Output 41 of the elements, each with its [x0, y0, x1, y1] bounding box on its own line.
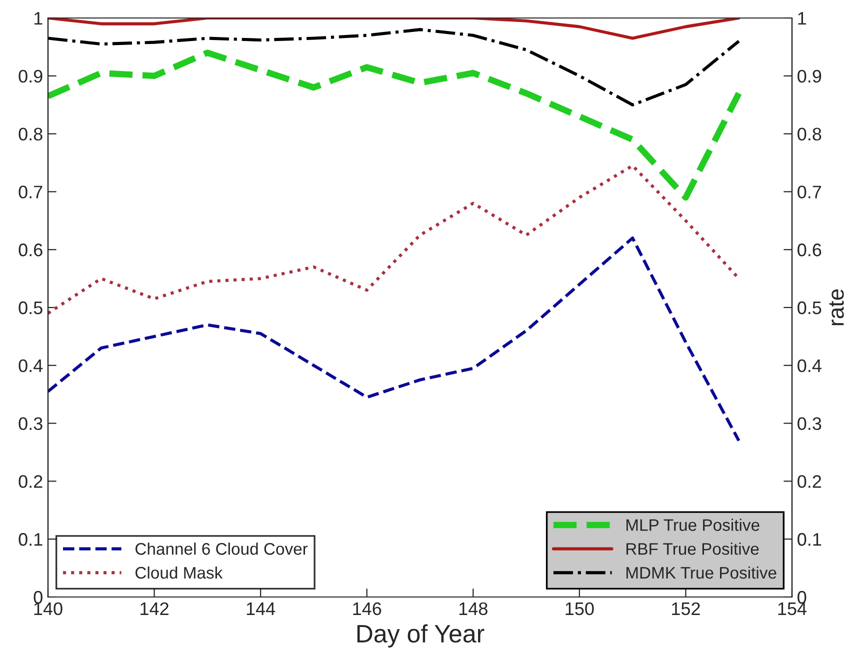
legend-label: MDMK True Positive — [626, 566, 776, 579]
y2-tick-label: 0.2 — [798, 475, 822, 488]
line-series — [48, 28, 740, 106]
y-tick-label: 0.4 — [18, 359, 43, 372]
y2-tick-label: 0 — [798, 590, 806, 604]
y2-tick-label: 0.5 — [798, 301, 822, 314]
x-tick-label: 154 — [778, 602, 807, 616]
y2-tick-label: 0.3 — [798, 417, 822, 430]
y-tick-label: 0.8 — [18, 128, 42, 141]
x-tick-label: 140 — [34, 602, 62, 616]
x-axis-title: Day of Year — [357, 624, 484, 648]
x-tick-label: 144 — [246, 602, 276, 615]
y2-tick-label: 1 — [798, 12, 806, 25]
y-tick-label: 0.3 — [18, 417, 42, 430]
y-tick-label: 0.5 — [18, 301, 42, 314]
y-tick-label: 0.9 — [18, 70, 42, 83]
legend-label: Channel 6 Cloud Cover — [136, 542, 308, 555]
y-tick-label: 1 — [34, 12, 42, 25]
line-series — [48, 236, 740, 442]
y2-tick-label: 0.8 — [798, 128, 822, 141]
x-tick-label: 152 — [672, 602, 700, 616]
y-tick-label: 0.6 — [18, 244, 42, 256]
y2-tick-label: 0.9 — [798, 70, 822, 83]
y-tick-label: 0 — [34, 590, 42, 604]
x-tick-label: 146 — [353, 602, 382, 616]
y2-axis-title: rate — [829, 289, 844, 326]
legend-label: MLP True Positive — [626, 518, 760, 531]
y-tick-label: 0.7 — [18, 186, 42, 198]
y-tick-label: 0.2 — [18, 475, 42, 488]
y2-tick-label: 0.7 — [798, 186, 822, 198]
x-tick-label: 148 — [459, 602, 488, 616]
x-tick-label: 142 — [140, 602, 168, 615]
x-tick-label: 150 — [566, 602, 594, 616]
line-series — [48, 18, 740, 40]
y2-tick-label: 0.1 — [798, 533, 822, 546]
legend-label: RBF True Positive — [626, 542, 759, 555]
legend-label: Cloud Mask — [136, 566, 223, 579]
y2-tick-label: 0.6 — [798, 244, 822, 256]
y2-tick-label: 0.4 — [798, 359, 822, 372]
line-series — [48, 164, 740, 315]
y-tick-label: 0.1 — [18, 533, 42, 546]
